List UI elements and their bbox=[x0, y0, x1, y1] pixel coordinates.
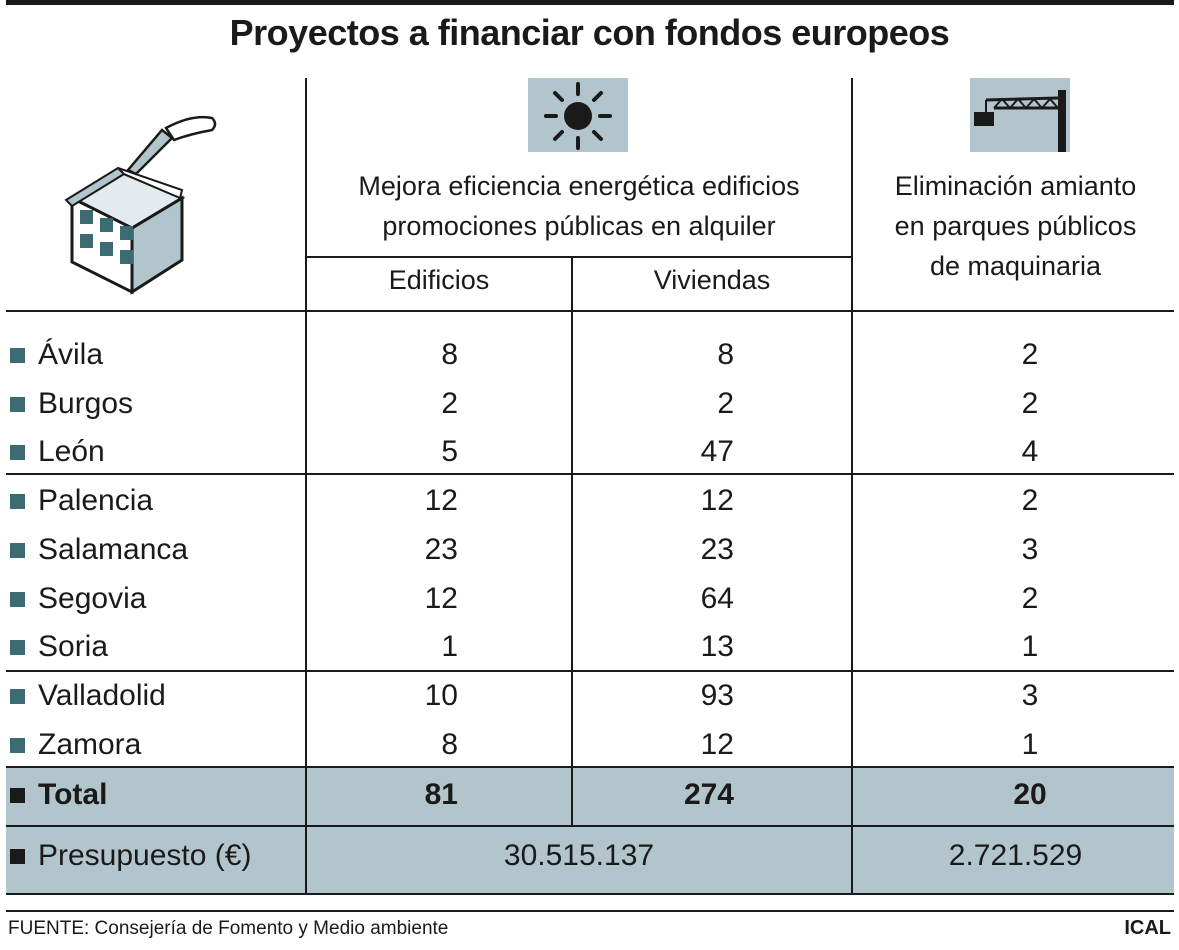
cell-amianto: 4 bbox=[1021, 435, 1039, 468]
row-bullet bbox=[10, 592, 25, 607]
source-note: FUENTE: Consejería de Fomento y Medio am… bbox=[8, 918, 449, 939]
top-rule bbox=[6, 0, 1174, 5]
header-asbestos-line1: Eliminación amianto bbox=[894, 171, 1137, 201]
divider-group1 bbox=[6, 473, 1174, 475]
building-trowel-icon bbox=[64, 115, 217, 295]
row-label: Zamora bbox=[38, 728, 142, 761]
total-amianto: 20 bbox=[1013, 778, 1047, 811]
cell-viviendas: 12 bbox=[700, 728, 734, 761]
cell-amianto: 2 bbox=[1021, 387, 1039, 420]
divider-group2 bbox=[6, 670, 1174, 672]
row-label: Valladolid bbox=[38, 679, 166, 712]
brand-logo: ICAL bbox=[1124, 917, 1171, 939]
row-bullet bbox=[10, 445, 25, 460]
cell-edificios: 1 bbox=[441, 630, 458, 663]
crane-icon bbox=[974, 90, 1066, 152]
header-efficiency-line1: Mejora eficiencia energética edificios bbox=[358, 171, 800, 201]
cell-edificios: 8 bbox=[441, 338, 458, 371]
row-label: Salamanca bbox=[38, 533, 189, 566]
cell-edificios: 23 bbox=[424, 533, 458, 566]
divider-footer bbox=[6, 910, 1174, 912]
row-bullet bbox=[10, 788, 25, 803]
cell-amianto: 2 bbox=[1021, 338, 1039, 371]
cell-amianto: 1 bbox=[1021, 728, 1039, 761]
budget-label: Presupuesto (€) bbox=[38, 839, 252, 872]
cell-viviendas: 8 bbox=[717, 338, 734, 371]
header-asbestos-line2: en parques públicos bbox=[894, 211, 1137, 241]
header-efficiency-line2: promociones públicas en alquiler bbox=[382, 211, 776, 241]
total-label: Total bbox=[38, 778, 108, 811]
row-bullet bbox=[10, 689, 25, 704]
cell-viviendas: 23 bbox=[700, 533, 734, 566]
row-bullet bbox=[10, 738, 25, 753]
row-bullet bbox=[10, 397, 25, 412]
row-bullet bbox=[10, 494, 25, 509]
total-edificios: 81 bbox=[424, 778, 458, 811]
cell-amianto: 2 bbox=[1021, 484, 1039, 517]
cell-viviendas: 64 bbox=[700, 582, 734, 615]
row-label: Palencia bbox=[38, 484, 154, 517]
row-label: León bbox=[38, 435, 105, 468]
cell-edificios: 10 bbox=[424, 679, 458, 712]
row-label: Ávila bbox=[38, 338, 104, 371]
cell-edificios: 12 bbox=[424, 582, 458, 615]
divider-header-sub bbox=[306, 256, 852, 258]
cell-viviendas: 13 bbox=[700, 630, 734, 663]
header-viviendas: Viviendas bbox=[653, 265, 771, 295]
cell-amianto: 3 bbox=[1021, 533, 1039, 566]
row-label: Segovia bbox=[38, 582, 147, 615]
header-asbestos-line3: de maquinaria bbox=[929, 251, 1102, 281]
divider-v2 bbox=[851, 78, 853, 894]
budget-row-background bbox=[6, 826, 1174, 894]
cell-amianto: 2 bbox=[1021, 582, 1039, 615]
divider-header bbox=[6, 310, 1174, 312]
divider-budget-top bbox=[6, 825, 1174, 827]
total-viviendas: 274 bbox=[683, 778, 734, 811]
cell-viviendas: 12 bbox=[700, 484, 734, 517]
divider-bottom bbox=[6, 893, 1174, 895]
header-edificios: Edificios bbox=[388, 265, 490, 295]
divider-v3 bbox=[571, 256, 573, 826]
row-bullet bbox=[10, 543, 25, 558]
cell-edificios: 2 bbox=[441, 387, 458, 420]
chart-title: Proyectos a financiar con fondos europeo… bbox=[229, 12, 950, 53]
budget-amianto: 2.721.529 bbox=[948, 839, 1083, 872]
budget-efficiency: 30.515.137 bbox=[503, 839, 655, 872]
cell-edificios: 5 bbox=[441, 435, 458, 468]
total-row-background bbox=[6, 767, 1174, 826]
cell-viviendas: 2 bbox=[717, 387, 734, 420]
cell-amianto: 3 bbox=[1021, 679, 1039, 712]
row-label: Soria bbox=[38, 630, 109, 663]
cell-edificios: 12 bbox=[424, 484, 458, 517]
cell-viviendas: 47 bbox=[700, 435, 734, 468]
cell-amianto: 1 bbox=[1021, 630, 1039, 663]
row-bullet bbox=[10, 348, 25, 363]
divider-total-top bbox=[6, 766, 1174, 768]
cell-viviendas: 93 bbox=[700, 679, 734, 712]
row-bullet bbox=[10, 640, 25, 655]
row-label: Burgos bbox=[38, 387, 134, 420]
sun-icon bbox=[544, 82, 612, 150]
divider-v1 bbox=[305, 78, 307, 894]
cell-edificios: 8 bbox=[441, 728, 458, 761]
row-bullet bbox=[10, 849, 25, 864]
